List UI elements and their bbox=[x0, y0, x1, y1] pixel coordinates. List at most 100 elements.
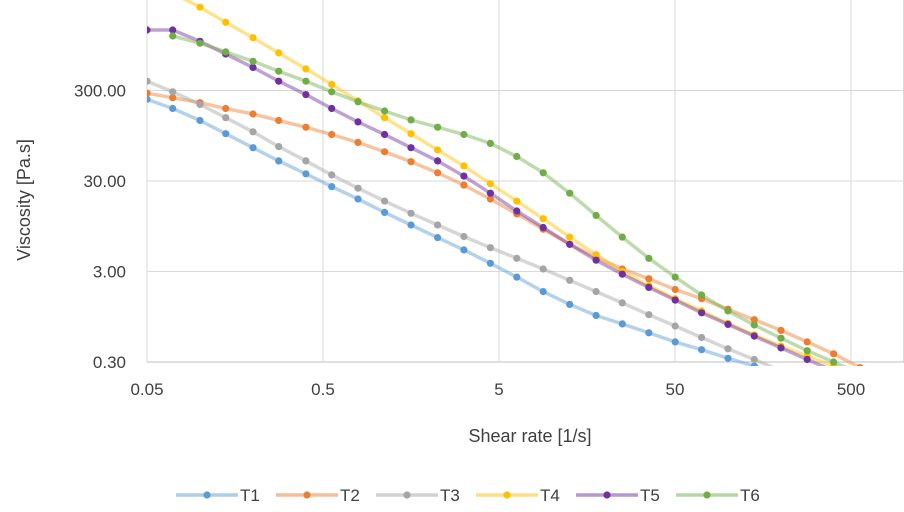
data-point-T5 bbox=[328, 104, 336, 113]
data-point-T5 bbox=[724, 320, 732, 328]
data-point-T6 bbox=[513, 152, 521, 161]
y-tick-label: 3.00 bbox=[93, 263, 126, 282]
legend-label: T2 bbox=[340, 486, 360, 505]
data-point-T3 bbox=[724, 345, 732, 353]
data-point-T3 bbox=[618, 299, 626, 307]
data-point-T3 bbox=[513, 254, 521, 262]
data-point-T2 bbox=[460, 181, 468, 189]
data-point-T1 bbox=[354, 195, 362, 203]
data-point-T3 bbox=[222, 114, 230, 122]
data-point-T6 bbox=[750, 321, 758, 329]
data-point-T5 bbox=[645, 283, 653, 291]
series-line-T3 bbox=[147, 79, 775, 366]
data-point-T6 bbox=[460, 130, 468, 139]
data-point-T2 bbox=[830, 350, 838, 358]
series-T1 bbox=[147, 95, 904, 415]
data-point-T3 bbox=[566, 276, 574, 284]
data-point-T1 bbox=[883, 403, 890, 410]
data-point-T3 bbox=[302, 157, 310, 165]
x-tick-label: 500 bbox=[837, 380, 865, 399]
data-point-T4 bbox=[434, 146, 442, 154]
data-point-T5 bbox=[671, 296, 679, 304]
data-point-T3 bbox=[698, 333, 706, 342]
data-point-T2 bbox=[671, 285, 679, 294]
x-tick-label: 0.5 bbox=[311, 380, 335, 399]
data-point-T4 bbox=[856, 372, 863, 379]
data-point-T3 bbox=[804, 379, 811, 386]
data-point-T3 bbox=[645, 311, 653, 319]
data-point-T5 bbox=[434, 157, 442, 165]
legend-item-T4: T4 bbox=[476, 486, 560, 505]
data-point-T5 bbox=[354, 118, 362, 126]
data-point-T1 bbox=[196, 116, 204, 125]
data-point-T1 bbox=[302, 170, 310, 178]
data-point-T1 bbox=[275, 157, 283, 165]
data-point-T6 bbox=[381, 107, 389, 115]
x-tick-labels: 0.05 0.5 5 50 500 bbox=[130, 380, 865, 399]
data-point-T2 bbox=[407, 158, 415, 166]
data-point-T6 bbox=[618, 233, 626, 241]
data-point-T3 bbox=[275, 143, 283, 151]
data-point-T4 bbox=[196, 3, 204, 11]
legend-swatch-marker bbox=[503, 491, 511, 499]
data-point-T2 bbox=[900, 388, 904, 395]
legend-swatch-marker bbox=[603, 491, 611, 499]
data-point-T4 bbox=[302, 65, 310, 73]
data-point-T4 bbox=[592, 251, 600, 259]
data-point-T6 bbox=[539, 169, 547, 177]
data-point-T5 bbox=[381, 130, 389, 139]
data-point-T5 bbox=[566, 240, 574, 248]
series-T6 bbox=[169, 32, 890, 389]
data-point-T4 bbox=[883, 383, 890, 390]
data-point-T1 bbox=[900, 408, 904, 415]
data-point-T6 bbox=[328, 88, 336, 96]
x-axis-title: Shear rate [1/s] bbox=[468, 426, 591, 446]
data-point-T5 bbox=[169, 26, 177, 34]
series-T5 bbox=[147, 26, 890, 397]
series-layer bbox=[147, 0, 904, 415]
data-point-T5 bbox=[592, 256, 600, 264]
data-point-T6 bbox=[777, 334, 785, 342]
data-point-T4 bbox=[513, 197, 521, 205]
data-point-T2 bbox=[434, 169, 442, 177]
data-point-T5 bbox=[883, 390, 890, 397]
data-point-T1 bbox=[249, 144, 257, 152]
data-point-T1 bbox=[434, 234, 442, 242]
data-point-T2 bbox=[883, 379, 890, 386]
data-point-T6 bbox=[249, 57, 257, 65]
series-line-T1 bbox=[147, 97, 760, 366]
data-point-T6 bbox=[275, 67, 283, 75]
y-tick-label: 30.00 bbox=[83, 172, 126, 191]
data-point-T2 bbox=[645, 275, 653, 283]
data-point-T5 bbox=[513, 207, 521, 215]
legend-swatch-marker bbox=[403, 491, 411, 499]
data-point-T1 bbox=[592, 311, 600, 320]
x-tick-label: 0.05 bbox=[130, 380, 163, 399]
data-point-T4 bbox=[486, 180, 494, 188]
data-point-T4 bbox=[460, 162, 468, 170]
data-point-T6 bbox=[169, 32, 177, 40]
data-point-T1 bbox=[698, 346, 706, 354]
data-point-T1 bbox=[566, 300, 574, 308]
data-point-T1 bbox=[539, 288, 547, 296]
data-point-T4 bbox=[328, 80, 336, 88]
y-tick-label: 300.00 bbox=[74, 82, 126, 101]
data-point-T1 bbox=[804, 379, 811, 386]
data-point-T1 bbox=[513, 273, 521, 281]
data-point-T6 bbox=[566, 189, 574, 197]
data-point-T4 bbox=[539, 215, 547, 223]
data-point-T1 bbox=[486, 259, 494, 267]
y-axis-title: Viscosity [Pa.s] bbox=[14, 139, 34, 261]
data-point-T1 bbox=[724, 354, 732, 362]
data-point-T6 bbox=[354, 98, 362, 106]
data-point-T5 bbox=[750, 332, 758, 340]
data-point-T6 bbox=[222, 48, 230, 56]
data-point-T5 bbox=[486, 189, 494, 197]
data-point-T4 bbox=[566, 233, 574, 241]
data-point-T6 bbox=[803, 347, 811, 355]
data-point-T5 bbox=[275, 77, 283, 85]
data-point-T6 bbox=[883, 382, 890, 389]
legend-swatch-marker bbox=[703, 491, 711, 499]
data-point-T1 bbox=[407, 221, 415, 229]
